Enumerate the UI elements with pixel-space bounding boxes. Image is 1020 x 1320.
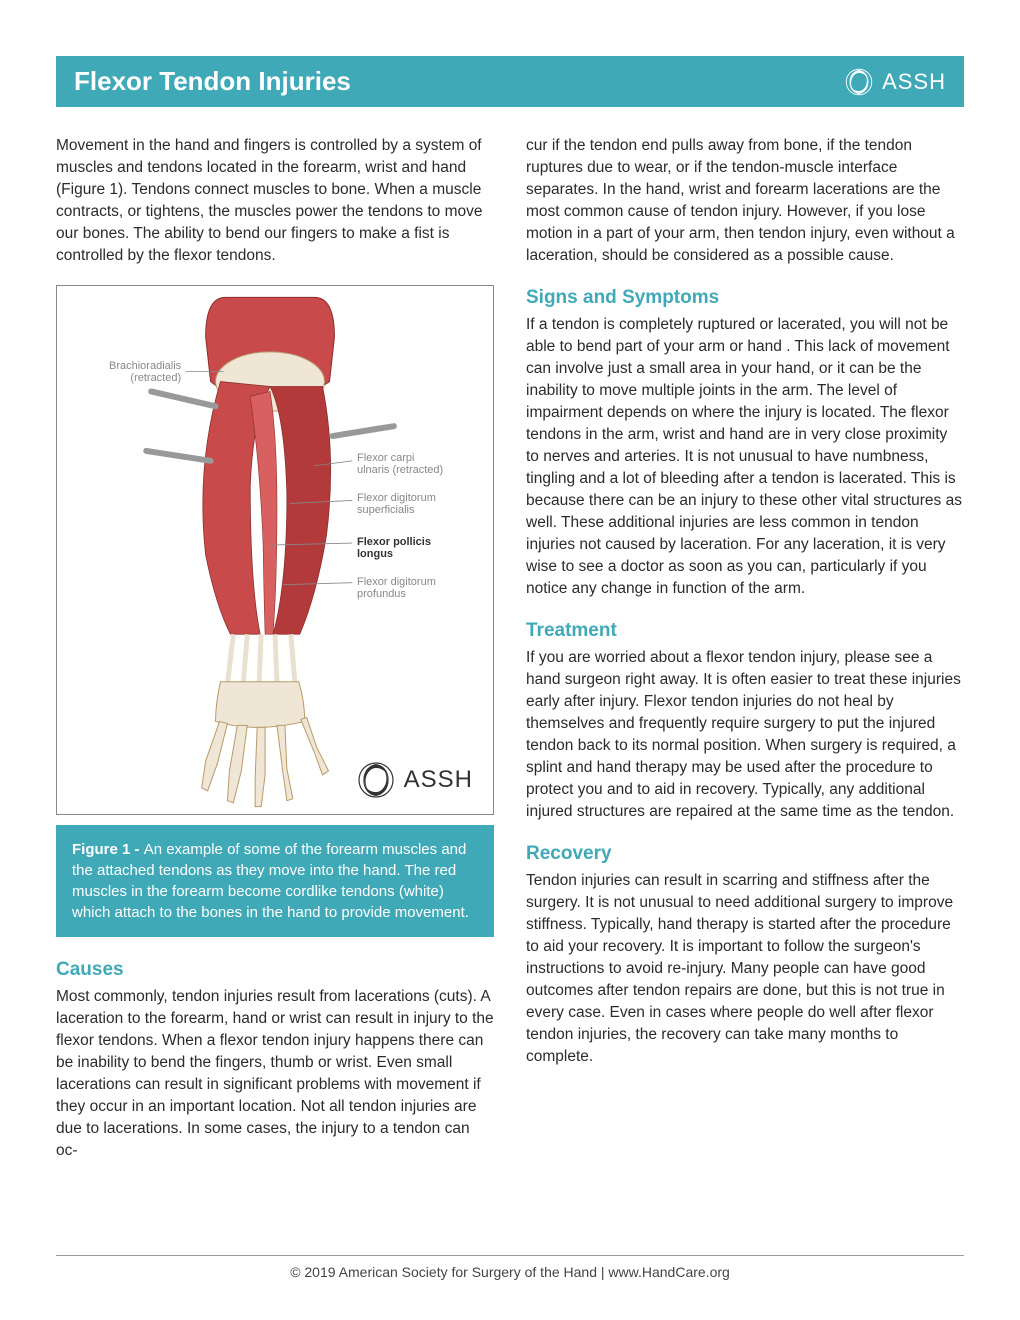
body-causes-cont: cur if the tendon end pulls away from bo… bbox=[526, 135, 964, 267]
figure-logo: ASSH bbox=[356, 760, 473, 800]
figure-1: Brachioradialis(retracted) Flexor carpiu… bbox=[56, 285, 494, 815]
figure-logo-text: ASSH bbox=[404, 763, 473, 797]
page-title: Flexor Tendon Injuries bbox=[74, 66, 351, 97]
footer-text: © 2019 American Society for Surgery of t… bbox=[290, 1264, 730, 1280]
header-bar: Flexor Tendon Injuries ASSH bbox=[56, 56, 964, 107]
label-brachioradialis: Brachioradialis(retracted) bbox=[109, 360, 181, 384]
body-recovery: Tendon injuries can result in scarring a… bbox=[526, 870, 964, 1068]
heading-causes: Causes bbox=[56, 957, 494, 984]
assh-swirl-icon bbox=[844, 67, 874, 97]
heading-recovery: Recovery bbox=[526, 841, 964, 868]
intro-paragraph: Movement in the hand and fingers is cont… bbox=[56, 135, 494, 267]
label-flexor-dig-prof: Flexor digitorumprofundus bbox=[357, 576, 436, 600]
label-flexor-pollicis: Flexor pollicislongus bbox=[357, 536, 431, 560]
header-logo-text: ASSH bbox=[882, 69, 946, 95]
caption-bold: Figure 1 - bbox=[72, 841, 144, 858]
footer: © 2019 American Society for Surgery of t… bbox=[56, 1255, 964, 1280]
figure-caption: Figure 1 - An example of some of the for… bbox=[56, 825, 494, 937]
body-signs: If a tendon is completely ruptured or la… bbox=[526, 314, 964, 600]
content-columns: Movement in the hand and fingers is cont… bbox=[56, 135, 964, 1162]
section-causes: Causes Most commonly, tendon injuries re… bbox=[56, 957, 494, 1162]
header-logo: ASSH bbox=[844, 67, 946, 97]
label-flexor-carpi: Flexor carpiulnaris (retracted) bbox=[357, 452, 443, 476]
heading-signs: Signs and Symptoms bbox=[526, 285, 964, 312]
body-treatment: If you are worried about a flexor tendon… bbox=[526, 647, 964, 823]
section-recovery: Recovery Tendon injuries can result in s… bbox=[526, 841, 964, 1068]
section-treatment: Treatment If you are worried about a fle… bbox=[526, 618, 964, 823]
heading-treatment: Treatment bbox=[526, 618, 964, 645]
section-signs: Signs and Symptoms If a tendon is comple… bbox=[526, 285, 964, 600]
assh-swirl-icon bbox=[356, 760, 396, 800]
label-flexor-dig-sup: Flexor digitorumsuperficialis bbox=[357, 492, 436, 516]
body-causes: Most commonly, tendon injuries result fr… bbox=[56, 986, 494, 1162]
